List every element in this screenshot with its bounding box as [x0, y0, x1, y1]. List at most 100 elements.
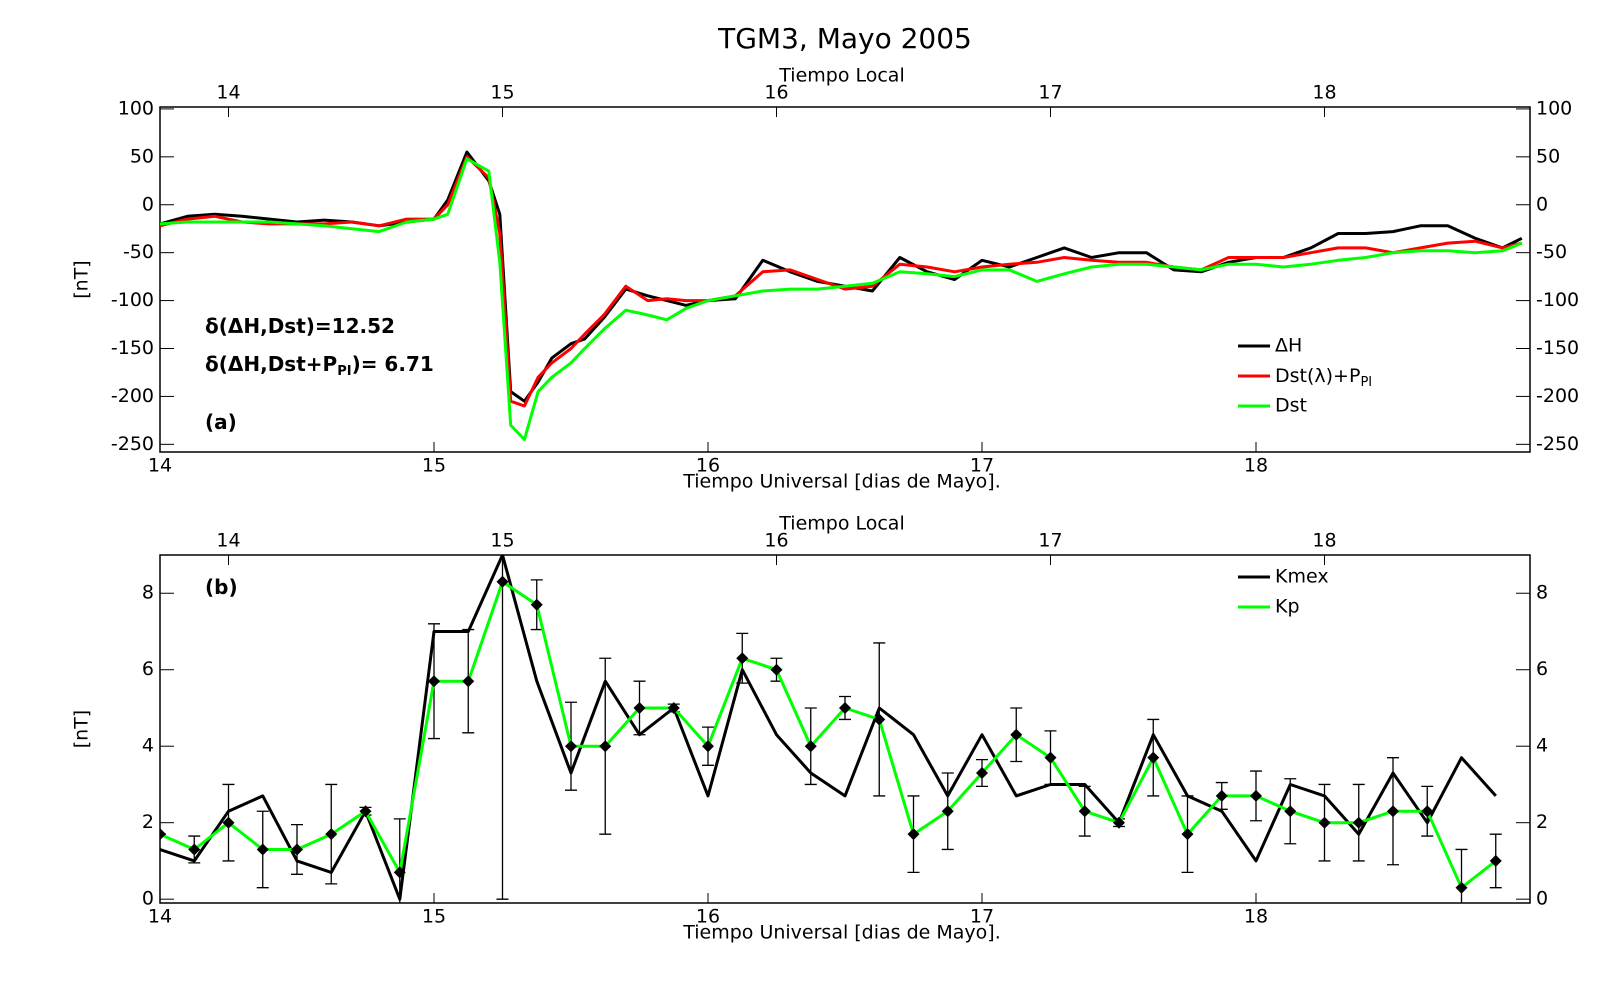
annotation-text: δ(ΔH,Dst+P: [205, 352, 337, 376]
y-tick-label-right: 100: [1536, 97, 1572, 119]
y-tick-label: 100: [118, 97, 154, 119]
x-tick-label: 18: [1244, 906, 1268, 928]
point-marker: [1113, 816, 1125, 829]
x2-axis-label: Tiempo Local: [778, 65, 904, 87]
y-tick-label: 2: [142, 811, 154, 833]
annotation: δ(ΔH,Dst+PPI)= 6.71: [205, 352, 434, 379]
y-axis-label: [nT]: [71, 710, 93, 748]
plot-frame: [159, 106, 1531, 453]
point-marker: [1421, 805, 1434, 818]
plot-area: [160, 555, 1502, 903]
point-marker: [1455, 881, 1468, 894]
x2-tick-label: 16: [764, 530, 788, 552]
x-axis-label: Tiempo Universal [dias de Mayo].: [682, 922, 1001, 944]
point-marker: [1078, 805, 1091, 818]
point-marker: [462, 675, 475, 688]
point-marker: [1489, 854, 1502, 867]
legend-label-sub: PI: [1360, 375, 1372, 390]
point-marker: [633, 701, 646, 714]
legend-label: Dst: [1275, 395, 1307, 417]
y-tick-label-right: 4: [1536, 735, 1548, 757]
plot-frame: [159, 554, 1531, 904]
annotation-tail: )= 6.71: [352, 352, 434, 376]
y-tick-label: 8: [142, 582, 154, 604]
point-marker: [1318, 816, 1331, 829]
y-tick-label: -200: [111, 385, 154, 407]
y-tick-label: 0: [142, 888, 154, 910]
point-marker: [1044, 751, 1057, 764]
point-marker: [565, 740, 577, 753]
point-marker: [770, 663, 783, 676]
annotation-text: (a): [205, 410, 237, 434]
point-marker: [667, 701, 680, 714]
point-marker: [1181, 828, 1194, 841]
point-marker: [530, 598, 543, 611]
y-tick-label: -150: [111, 337, 154, 359]
y-tick-label-right: -50: [1536, 241, 1567, 263]
point-marker: [428, 675, 440, 688]
y-tick-label: 4: [142, 735, 154, 757]
x2-tick-label: 17: [1038, 530, 1062, 552]
plot-area: [160, 150, 1523, 441]
point-marker: [941, 805, 954, 818]
y-tick-label: -250: [111, 433, 154, 455]
y-tick-label-right: 6: [1536, 658, 1548, 680]
x2-axis-label: Tiempo Local: [778, 513, 904, 535]
x-tick-label: 16: [696, 906, 720, 928]
x-tick-label: 17: [970, 906, 994, 928]
point-marker: [291, 843, 303, 856]
point-marker: [325, 828, 338, 841]
legend-label: Kmex: [1275, 566, 1329, 588]
y-tick-label-right: 2: [1536, 811, 1548, 833]
point-marker: [1284, 805, 1297, 818]
series-line: [160, 555, 1497, 901]
point-marker: [702, 740, 714, 753]
y-tick-label: -100: [111, 289, 154, 311]
x2-tick-label: 18: [1312, 82, 1336, 104]
chart-title: TGM3, Mayo 2005: [717, 22, 972, 55]
point-marker: [1010, 728, 1023, 741]
x-tick-label: 18: [1244, 455, 1268, 477]
point-marker: [839, 701, 851, 714]
point-marker: [1250, 789, 1262, 802]
y-tick-label: 6: [142, 658, 154, 680]
point-marker: [1352, 816, 1365, 829]
y-tick-label-right: -250: [1536, 433, 1579, 455]
y-tick-label: -50: [123, 241, 154, 263]
x2-tick-label: 16: [764, 82, 788, 104]
point-marker: [496, 575, 509, 588]
y-tick-label-right: 50: [1536, 145, 1560, 167]
x2-tick-label: 14: [216, 82, 240, 104]
x-tick-label: 16: [696, 455, 720, 477]
point-marker: [804, 740, 817, 753]
x-axis-label: Tiempo Universal [dias de Mayo].: [682, 471, 1001, 493]
x-tick-label: 15: [422, 455, 446, 477]
y-tick-label-right: -150: [1536, 337, 1579, 359]
x2-tick-label: 15: [490, 530, 514, 552]
legend-label-text: Dst(λ)+P: [1275, 365, 1360, 387]
annotation-text: δ(ΔH,Dst)=12.52: [205, 314, 395, 338]
point-marker: [256, 843, 269, 856]
y-tick-label: 0: [142, 193, 154, 215]
y-tick-label-right: -100: [1536, 289, 1579, 311]
x2-tick-label: 15: [490, 82, 514, 104]
point-marker: [976, 766, 988, 779]
x2-tick-label: 17: [1038, 82, 1062, 104]
point-marker: [393, 866, 406, 879]
x-tick-label: 14: [148, 906, 172, 928]
x2-tick-label: 18: [1312, 530, 1336, 552]
legend-label: ΔH: [1275, 335, 1302, 357]
legend-label: Kp: [1275, 596, 1300, 618]
annotation: (b): [205, 575, 238, 599]
y-tick-label: 50: [130, 145, 154, 167]
y-tick-label-right: 8: [1536, 582, 1548, 604]
point-marker: [1387, 805, 1399, 818]
annotation: δ(ΔH,Dst)=12.52: [205, 314, 395, 338]
legend-label: Dst(λ)+PPI: [1275, 365, 1372, 390]
x-tick-label: 14: [148, 455, 172, 477]
point-marker: [222, 816, 235, 829]
point-marker: [736, 652, 749, 665]
series-line: [160, 157, 1523, 441]
point-marker: [1147, 751, 1160, 764]
